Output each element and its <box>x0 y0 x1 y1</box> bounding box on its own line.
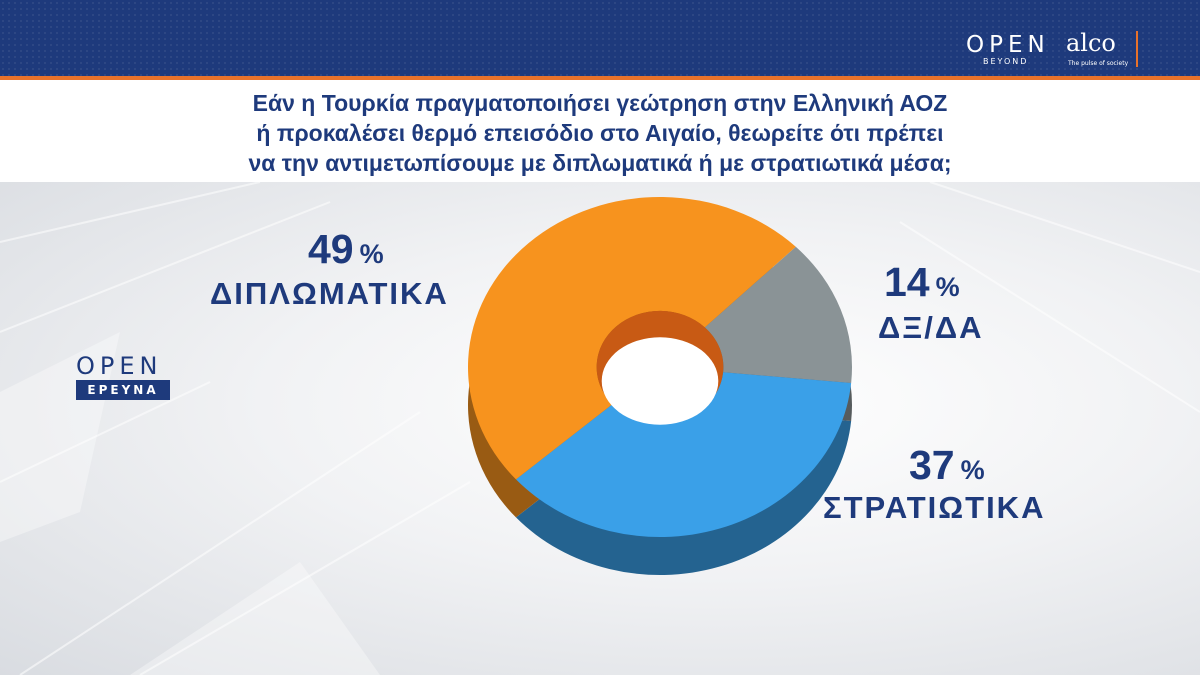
brand-divider <box>1136 31 1138 67</box>
slice-value-dkna-unit: % <box>935 272 960 302</box>
background-decoration <box>0 182 1200 675</box>
brand-open-logo: OPEN <box>966 32 1050 58</box>
open-research-logo-box: ΕΡΕΥΝΑ <box>76 380 170 400</box>
question-title: Εάν η Τουρκία πραγματοποιήσει γεώτρηση σ… <box>0 80 1200 182</box>
brand-alco-logo: alco <box>1066 29 1116 57</box>
slice-value-dkna-number: 14 <box>884 259 930 305</box>
donut-chart <box>467 196 852 575</box>
donut-slice-1 <box>704 246 852 383</box>
slice-value-military-unit: % <box>960 455 985 485</box>
brand-alco-tagline: The pulse of society <box>1068 60 1129 67</box>
title-line-1: Εάν η Τουρκία πραγματοποιήσει γεώτρηση σ… <box>252 90 948 116</box>
donut-slice-0 <box>467 196 796 480</box>
slice-label-diplomatic: ΔΙΠΛΩΜΑΤΙΚΑ <box>210 276 449 311</box>
slice-value-diplomatic-number: 49 <box>308 226 354 272</box>
donut-hole <box>601 337 719 425</box>
slice-label-military: ΣΤΡΑΤΙΩΤΙΚΑ <box>823 490 1046 525</box>
slice-value-diplomatic: 49% <box>308 226 384 273</box>
brand-beyond-text: BEYOND <box>983 57 1029 66</box>
chart-area: 49% ΔΙΠΛΩΜΑΤΙΚΑ 14% ΔΞ/ΔΑ 37% ΣΤΡΑΤΙΩΤΙΚ… <box>0 182 1200 675</box>
slice-value-diplomatic-unit: % <box>359 239 384 269</box>
slice-value-military: 37% <box>909 442 985 489</box>
header-bar <box>0 0 1200 76</box>
title-line-3: να την αντιμετωπίσουμε με διπλωματικά ή … <box>248 150 952 176</box>
slice-label-dkna: ΔΞ/ΔΑ <box>878 310 984 345</box>
title-line-2: ή προκαλέσει θερμό επεισόδιο στο Αιγαίο,… <box>256 120 944 146</box>
donut-slice-2 <box>515 372 852 537</box>
open-research-logo-word: OPEN <box>76 352 163 380</box>
slice-value-military-number: 37 <box>909 442 955 488</box>
header-accent-line <box>0 76 1200 80</box>
slice-value-dkna: 14% <box>884 259 960 306</box>
